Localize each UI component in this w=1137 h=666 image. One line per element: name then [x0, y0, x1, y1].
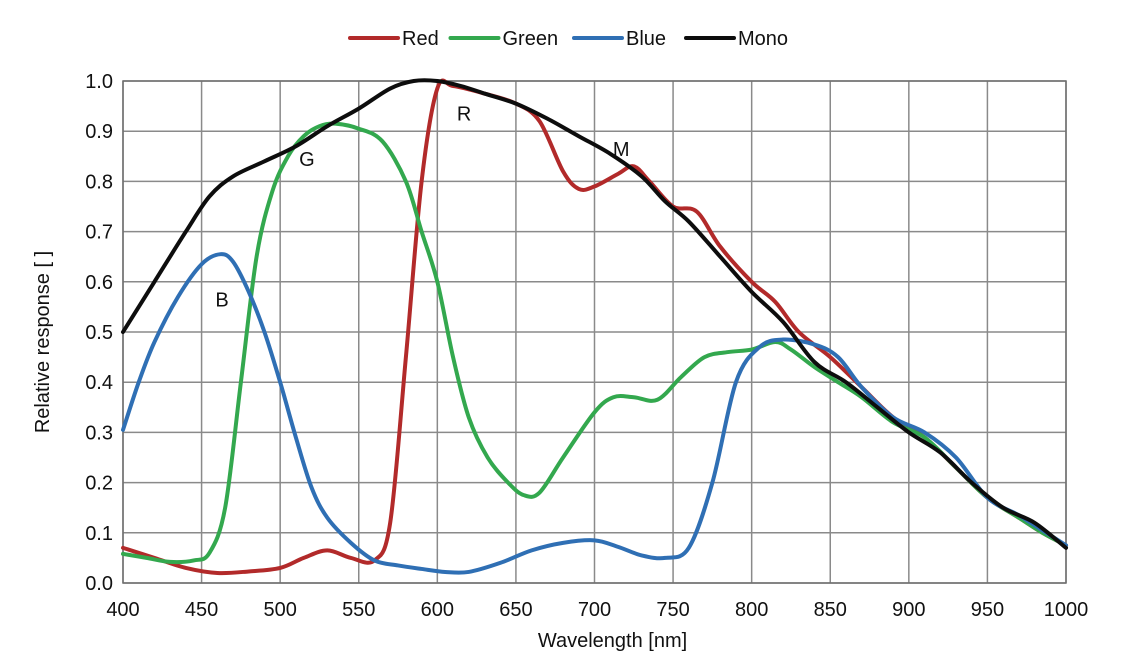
y-tick-label: 0.2	[85, 473, 113, 495]
y-tick-label: 0.1	[85, 523, 113, 545]
series-line-mono	[121, 78, 1068, 550]
curve-label-green: G	[299, 149, 315, 171]
y-tick-label: 0.6	[85, 272, 113, 294]
x-tick-label: 1000	[1044, 599, 1089, 621]
y-axis-title: Relative response [ ]	[32, 251, 54, 433]
curve-label-blue: B	[215, 289, 228, 311]
legend-label-red: Red	[402, 28, 439, 50]
series-line-blue	[121, 252, 1068, 575]
x-axis-ticks: 400 450 500 550 600 650 700 750 800 850 900 950 1000	[106, 599, 1088, 621]
curve-labels: R G B M	[215, 104, 629, 312]
x-tick-label: 950	[971, 599, 1004, 621]
x-tick-label: 750	[656, 599, 689, 621]
curve-label-mono: M	[613, 139, 630, 161]
curve-label-red: R	[457, 104, 471, 126]
series-lines	[121, 78, 1068, 576]
x-tick-label: 450	[185, 599, 218, 621]
series-line-green	[121, 121, 1068, 565]
y-axis-ticks: 0.0 0.1 0.2 0.3 0.4 0.5 0.6 0.7 0.8 0.9 1.0	[85, 71, 113, 595]
y-tick-label: 1.0	[85, 71, 113, 93]
x-tick-label: 650	[499, 599, 532, 621]
y-tick-label: 0.8	[85, 171, 113, 193]
y-tick-label: 0.9	[85, 121, 113, 143]
y-tick-label: 0.4	[85, 372, 113, 394]
y-tick-label: 0.0	[85, 573, 113, 595]
x-tick-label: 550	[342, 599, 375, 621]
x-tick-label: 400	[106, 599, 139, 621]
x-tick-label: 600	[421, 599, 454, 621]
grid	[122, 80, 1067, 584]
x-tick-label: 850	[814, 599, 847, 621]
x-tick-label: 800	[735, 599, 768, 621]
x-tick-label: 700	[578, 599, 611, 621]
y-tick-label: 0.5	[85, 322, 113, 344]
x-tick-label: 500	[263, 599, 296, 621]
y-tick-label: 0.7	[85, 222, 113, 244]
x-axis-title: Wavelength [nm]	[538, 630, 687, 652]
y-tick-label: 0.3	[85, 422, 113, 444]
legend-label-green: Green	[503, 28, 559, 50]
x-tick-label: 900	[892, 599, 925, 621]
legend: Red Green Blue Mono	[348, 28, 788, 50]
legend-label-blue: Blue	[626, 28, 666, 50]
legend-label-mono: Mono	[738, 28, 788, 50]
